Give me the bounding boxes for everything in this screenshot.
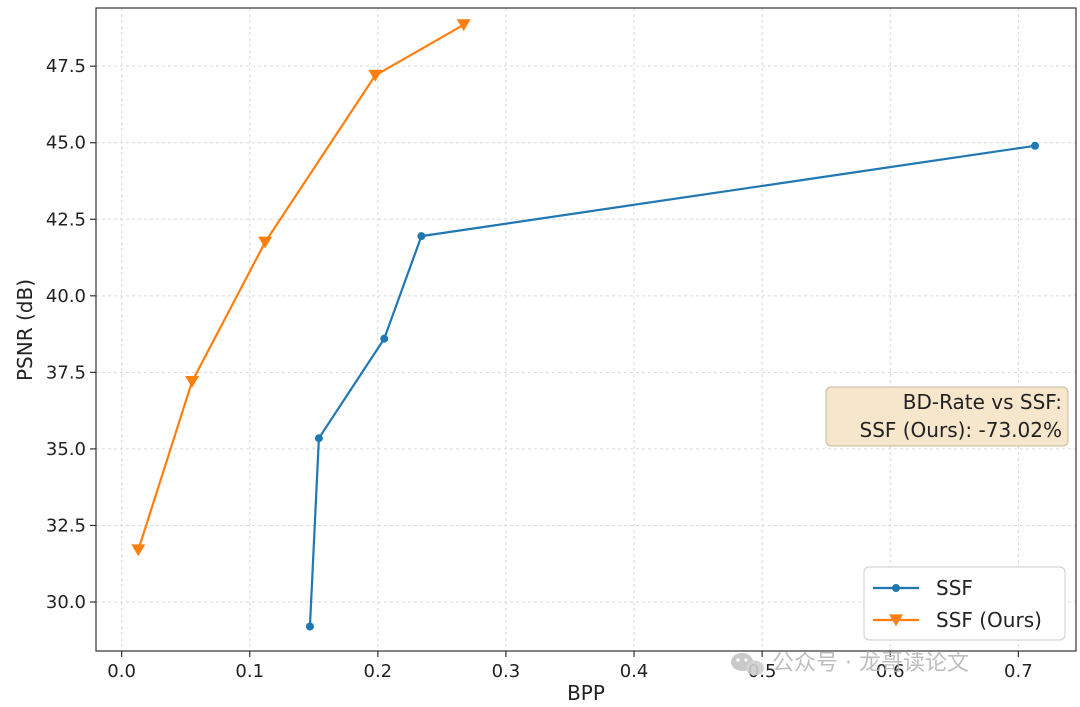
legend-marker: [892, 584, 900, 592]
x-tick-label: 0.0: [107, 661, 136, 682]
x-tick-label: 0.1: [235, 661, 264, 682]
x-tick-label: 0.4: [620, 661, 649, 682]
y-tick-label: 35.0: [46, 439, 86, 460]
watermark: 公众号 · 龙哥读论文: [731, 651, 969, 676]
annotation-line-2: SSF (Ours): -73.02%: [860, 418, 1063, 442]
legend-label: SSF (Ours): [936, 608, 1042, 632]
x-tick-label: 0.2: [364, 661, 393, 682]
axes-frame: [95, 7, 1077, 652]
data-point: [185, 375, 200, 388]
annotation-box: [825, 386, 1069, 447]
legend-box: [863, 566, 1066, 641]
data-point: [305, 622, 314, 631]
data-point: [131, 544, 146, 557]
bd-rate-annotation: BD-Rate vs SSF: SSF (Ours): -73.02%: [825, 386, 1069, 447]
legend-label: SSF: [936, 576, 973, 600]
data-point: [368, 69, 383, 82]
y-tick-label: 45.0: [46, 133, 86, 154]
series-line: [308, 144, 1036, 627]
x-axis-label: BPP: [567, 681, 605, 705]
grid: [96, 8, 1076, 651]
y-tick-label: 37.5: [46, 362, 86, 383]
data-point: [314, 434, 323, 443]
series-line: [137, 23, 465, 551]
data-point: [380, 334, 389, 343]
wechat-icon: [731, 653, 764, 676]
data-point: [417, 232, 426, 241]
y-tick-label: 32.5: [46, 515, 86, 536]
legend: SSF SSF (Ours): [863, 566, 1066, 641]
y-tick-label: 30.0: [46, 592, 86, 613]
plot-frame: [95, 7, 1077, 652]
y-ticks: 30.0 32.5 35.0 37.5 40.0 42.5 45.0 47.5: [46, 56, 96, 613]
y-axis-label: PSNR (dB): [13, 279, 37, 381]
y-tick-label: 42.5: [46, 209, 86, 230]
data-point: [1031, 141, 1040, 150]
data-point: [456, 19, 471, 32]
series-ssf-ours: [131, 19, 471, 557]
x-tick-label: 0.6: [876, 661, 905, 682]
x-tick-label: 0.7: [1004, 661, 1033, 682]
series-layer: [131, 19, 1040, 631]
watermark-text: 公众号 · 龙哥读论文: [772, 651, 969, 676]
y-tick-label: 47.5: [46, 56, 86, 77]
data-point: [258, 236, 273, 249]
legend-marker: [889, 614, 903, 627]
y-tick-label: 40.0: [46, 286, 86, 307]
annotation-line-1: BD-Rate vs SSF:: [903, 390, 1062, 414]
series-ssf: [305, 141, 1040, 631]
x-tick-label: 0.3: [492, 661, 521, 682]
